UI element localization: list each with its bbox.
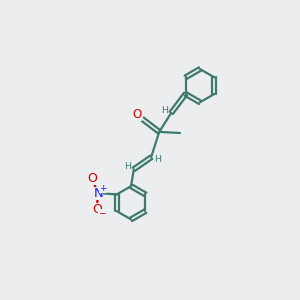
Text: O: O bbox=[133, 108, 142, 121]
Text: +: + bbox=[100, 184, 107, 193]
Text: N: N bbox=[93, 187, 103, 200]
Text: H: H bbox=[154, 155, 161, 164]
Text: −: − bbox=[98, 209, 106, 218]
Text: O: O bbox=[87, 172, 97, 185]
Text: O: O bbox=[92, 202, 102, 215]
Text: H: H bbox=[124, 163, 131, 172]
Text: H: H bbox=[161, 106, 169, 115]
